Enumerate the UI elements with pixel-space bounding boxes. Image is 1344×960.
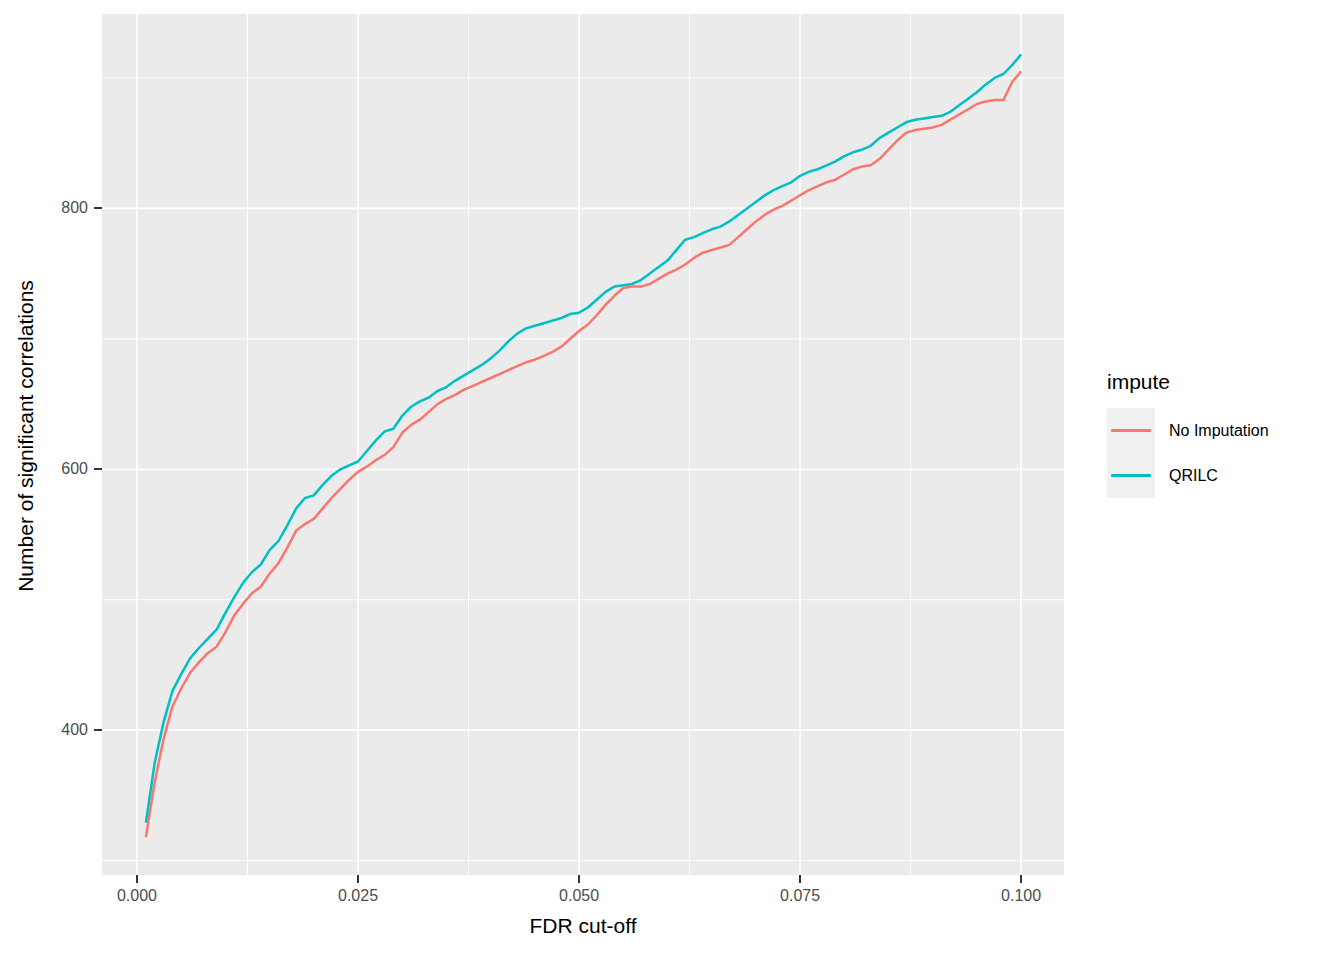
x-tick-label: 0.025 [323,887,393,905]
legend-key-no-imputation [1107,408,1155,453]
legend-key-qrilc [1107,453,1155,498]
legend-item-no-imputation: No Imputation [1107,408,1269,453]
x-tick-mark [799,875,801,883]
series-line-qrilc [146,54,1021,822]
plot-panel [102,14,1064,875]
y-tick-mark [94,468,102,470]
y-axis-title: Number of significant correlations [14,280,38,592]
legend: impute No Imputation QRILC [1107,370,1269,498]
y-tick-mark [94,729,102,731]
x-tick-label: 0.050 [544,887,614,905]
legend-title: impute [1107,370,1269,394]
x-tick-mark [578,875,580,883]
legend-label-no-imputation: No Imputation [1169,422,1269,440]
legend-item-qrilc: QRILC [1107,453,1269,498]
y-tick-label: 400 [30,721,88,739]
minor-gridlines [102,14,1064,875]
x-tick-label: 0.000 [102,887,172,905]
x-tick-mark [136,875,138,883]
legend-label-qrilc: QRILC [1169,467,1218,485]
chart-figure: Number of significant correlations FDR c… [0,0,1344,960]
no-imputation-key-line-icon [1111,429,1151,432]
y-tick-mark [94,207,102,209]
y-tick-label: 600 [30,460,88,478]
x-tick-mark [357,875,359,883]
major-gridlines [102,14,1064,875]
qrilc-key-line-icon [1111,474,1151,477]
x-tick-mark [1020,875,1022,883]
y-tick-label: 800 [30,199,88,217]
series-lines [146,54,1021,837]
plot-area-svg [102,14,1064,875]
series-line-no-imputation [146,71,1021,837]
x-tick-label: 0.075 [765,887,835,905]
x-axis-title: FDR cut-off [102,914,1064,938]
x-tick-label: 0.100 [986,887,1056,905]
